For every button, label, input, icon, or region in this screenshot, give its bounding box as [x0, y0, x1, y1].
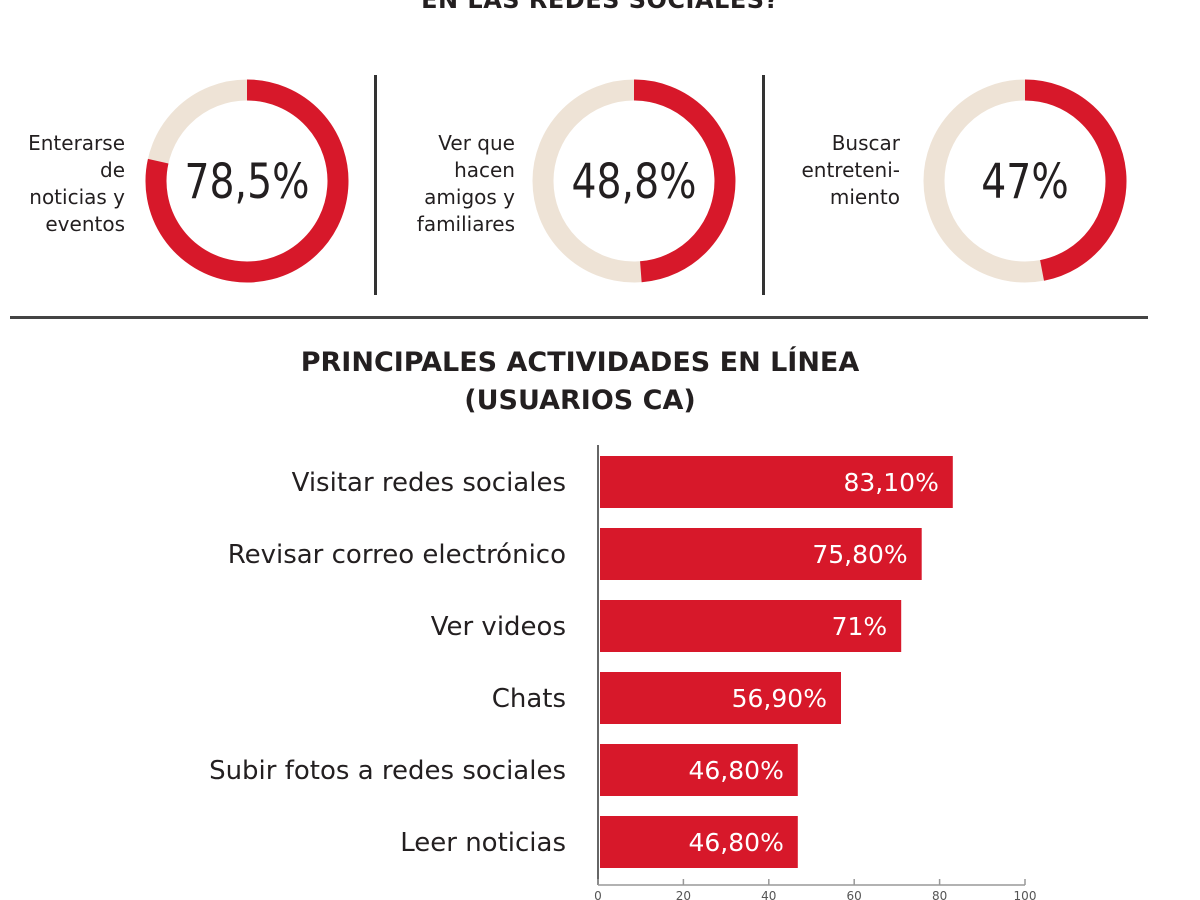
donut-label-line: eventos [45, 212, 125, 236]
donut-value-label: 47% [981, 154, 1068, 210]
donut-label-line: noticias y [29, 185, 125, 209]
donut-value-arc [633, 79, 736, 283]
category-label: Chats [492, 684, 566, 714]
bar-value-label: 83,10% [844, 468, 939, 497]
bar-chart-title-line-2: (USUARIOS CA) [464, 385, 696, 416]
x-tick-label: 60 [847, 889, 862, 900]
bar [600, 816, 798, 868]
bar-value-label: 46,80% [689, 756, 784, 785]
donut-label-line: miento [829, 185, 900, 209]
donut-label-line: amigos y [424, 185, 515, 209]
donut-label-line: de [100, 158, 125, 182]
bar [600, 528, 922, 580]
divider-vertical-1 [374, 75, 377, 295]
donut-value-label: 48,8% [572, 154, 697, 210]
bar [600, 600, 902, 652]
donut-label-line: entreteni- [801, 158, 900, 182]
divider-vertical-2 [762, 75, 765, 295]
category-label: Subir fotos a redes sociales [209, 756, 566, 786]
bar [600, 744, 798, 796]
donut-chart-1: 78,5% [145, 79, 349, 283]
bar-value-label: 71% [832, 612, 888, 641]
bar-value-label: 75,80% [812, 540, 907, 569]
x-tick-label: 20 [676, 889, 691, 900]
x-tick-label: 40 [761, 889, 776, 900]
donut-value-arc [1024, 79, 1127, 281]
donut-value-label: 78,5% [185, 154, 310, 210]
top-title: EN LAS REDES SOCIALES? [421, 0, 779, 14]
bar-value-label: 56,90% [732, 684, 827, 713]
donut-group-3: Buscar entreteni- miento 47% [770, 70, 1170, 300]
bar [600, 456, 953, 508]
donut-value-arc [145, 79, 349, 283]
bar-chart-title-line-1: PRINCIPALES ACTIVIDADES EN LÍNEA [300, 347, 860, 378]
donut-label-line: Buscar [831, 131, 900, 155]
donut-label-line: hacen [454, 158, 515, 182]
x-tick-label: 0 [594, 889, 602, 900]
bar-chart: 0 20 40 60 80 100 Visitar redes sociales 83,10%… [209, 445, 1037, 900]
donut-label-line: Enterarse [28, 131, 125, 155]
category-label: Revisar correo electrónico [228, 540, 566, 570]
donut-label-line: Ver que [438, 131, 515, 155]
x-tick-label: 100 [1014, 889, 1037, 900]
bar-value-label: 46,80% [689, 828, 784, 857]
donut-label-2: Ver que hacen amigos y familiares [417, 130, 515, 238]
divider-horizontal [10, 316, 1148, 319]
donut-label-line: familiares [416, 212, 515, 236]
donut-group-1: Enterarse de noticias y eventos 78,5% [0, 70, 400, 300]
bar-chart-title: PRINCIPALES ACTIVIDADES EN LÍNEA (USUARI… [280, 344, 880, 420]
donut-label-3: Buscar entreteni- miento [801, 130, 900, 211]
donut-chart-3: 47% [923, 79, 1127, 283]
category-label: Leer noticias [400, 828, 566, 858]
bar [600, 672, 841, 724]
x-tick-label: 80 [932, 889, 947, 900]
category-label: Ver videos [431, 612, 566, 642]
category-label: Visitar redes sociales [292, 468, 566, 498]
donut-chart-2: 48,8% [532, 79, 736, 283]
donut-group-2: Ver que hacen amigos y familiares 48,8% [385, 70, 785, 300]
donut-label-1: Enterarse de noticias y eventos [28, 130, 125, 238]
